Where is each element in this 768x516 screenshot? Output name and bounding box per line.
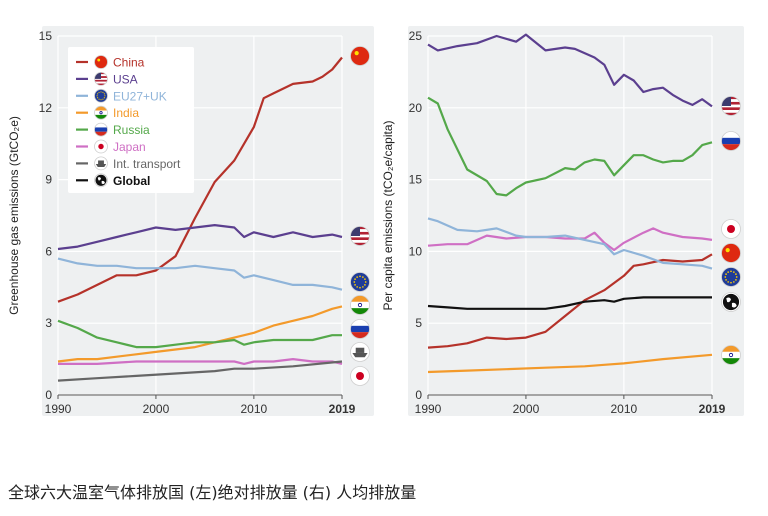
legend-label-russia: Russia — [113, 123, 150, 137]
legend-label-india: India — [113, 106, 139, 120]
japan-flag-icon — [721, 219, 741, 239]
russia-flag-icon — [94, 122, 108, 137]
y-tick-label: 9 — [45, 173, 52, 187]
y-tick-label: 3 — [45, 316, 52, 330]
eu-flag-icon — [350, 272, 370, 292]
y-tick-label: 0 — [45, 388, 52, 402]
ship-icon — [94, 156, 108, 171]
figure-caption: 全球六大温室气体排放国 (左)绝对排放量 (右) 人均排放量 — [8, 483, 417, 502]
series-line-india — [57, 305, 343, 363]
y-tick-label: 6 — [45, 244, 52, 258]
y-tick-label: 12 — [39, 101, 53, 115]
series-line-japan — [58, 358, 343, 365]
india-flag-icon — [350, 295, 370, 315]
india-flag-icon — [94, 105, 108, 120]
x-tick-label: 2000 — [513, 402, 540, 416]
x-tick-label: 1990 — [45, 402, 72, 416]
x-tick-label: 2019 — [329, 402, 356, 416]
russia-flag-icon — [721, 131, 741, 151]
eu-flag-icon — [94, 88, 108, 103]
series-line-int-transport — [57, 360, 343, 382]
series-line-russia — [427, 96, 713, 197]
usa-flag-icon — [94, 72, 108, 86]
japan-flag-icon — [94, 139, 108, 154]
legend-label-int-transport: Int. transport — [113, 157, 181, 171]
x-tick-label: 2000 — [143, 402, 170, 416]
legend-label-eu27-uk: EU27+UK — [113, 89, 167, 103]
ship-icon — [350, 342, 370, 362]
series-line-eu27-uk — [427, 217, 713, 270]
series-line-india — [427, 353, 713, 374]
y-tick-label: 5 — [415, 316, 422, 330]
japan-flag-icon — [350, 366, 370, 386]
china-flag-icon — [721, 243, 741, 263]
legend: China USA EU27+UK India Russia Japan Int. tran… — [68, 47, 194, 193]
chart-panel-absolute: 0 3 6 9 12 15 1990 2000 2010 2019 Greenhouse gas e… — [7, 26, 374, 416]
china-flag-icon — [94, 55, 108, 69]
india-flag-icon — [721, 345, 741, 365]
x-tick-label: 2010 — [241, 402, 268, 416]
y-axis-label: Per capita emissions (tCO₂e/capita) — [381, 120, 395, 310]
x-tick-label: 2019 — [699, 402, 726, 416]
series-line-china — [427, 253, 713, 349]
series-line-eu27-uk — [57, 257, 343, 291]
y-tick-label: 0 — [415, 388, 422, 402]
globe-icon — [94, 173, 108, 188]
x-tick-label: 1990 — [415, 402, 442, 416]
legend-label-usa: USA — [113, 72, 138, 86]
china-flag-icon — [350, 46, 370, 66]
globe-icon — [721, 292, 741, 312]
series-line-china — [57, 56, 343, 303]
legend-label-china: China — [113, 56, 145, 70]
y-tick-label: 20 — [409, 101, 423, 115]
russia-flag-icon — [350, 319, 370, 339]
series-line-usa — [57, 224, 343, 251]
plot-background — [408, 26, 744, 416]
y-tick-label: 15 — [39, 29, 53, 43]
legend-label-global: Global — [113, 174, 150, 188]
y-tick-label: 15 — [409, 173, 423, 187]
y-axis-label: Greenhouse gas emissions (GtCO₂e) — [7, 116, 21, 315]
usa-flag-icon — [721, 96, 741, 116]
legend-label-japan: Japan — [113, 140, 146, 154]
usa-flag-icon — [350, 226, 370, 246]
series-line-japan — [427, 227, 713, 252]
series-line-russia — [57, 319, 342, 349]
y-tick-label: 10 — [409, 244, 423, 258]
chart-panel-per-capita: 0 5 10 15 20 25 1990 2000 2010 2019 Per capita emi… — [381, 26, 744, 416]
series-line-usa — [427, 33, 713, 108]
x-tick-label: 2010 — [611, 402, 638, 416]
series-line-global — [427, 296, 712, 310]
y-tick-label: 25 — [409, 29, 423, 43]
eu-flag-icon — [721, 267, 741, 287]
